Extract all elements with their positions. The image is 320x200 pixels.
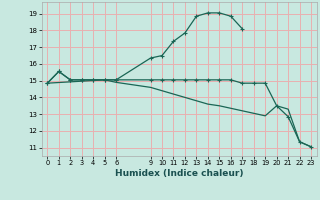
X-axis label: Humidex (Indice chaleur): Humidex (Indice chaleur) xyxy=(115,169,244,178)
